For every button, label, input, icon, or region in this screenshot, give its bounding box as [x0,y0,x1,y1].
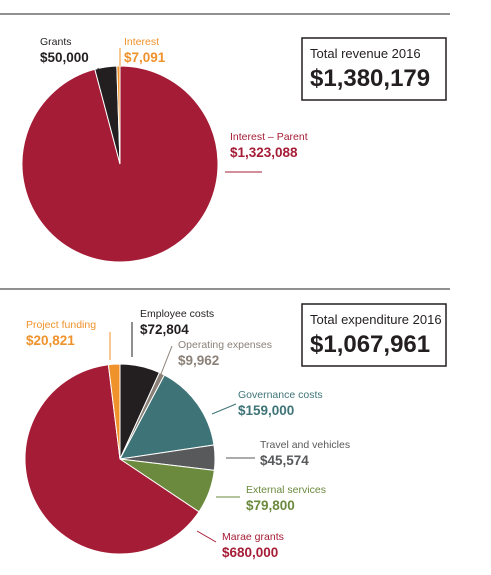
slice-value: $9,962 [178,353,219,368]
slice-value: $45,574 [260,453,309,468]
slice-name: Marae grants [222,531,284,543]
pie-slice [119,374,215,460]
slice-name: Grants [40,36,72,48]
slice-name: Interest [124,36,159,48]
pie-slice [24,364,200,555]
total-title: Total revenue 2016 [310,46,421,61]
total-value: $1,380,179 [310,65,430,92]
slice-name: Project funding [26,319,96,331]
slice-name: Travel and vehicles [260,439,350,451]
pie-slice [107,363,121,460]
total-box [301,303,447,367]
slice-value: $159,000 [238,403,294,418]
total-title: Total expenditure 2016 [310,312,442,327]
slice-value: $7,091 [124,50,166,65]
slice-name: Interest – Parent [230,131,308,143]
slice-value: $72,804 [140,322,189,337]
slice-value: $20,821 [26,333,75,348]
slice-name: Governance costs [238,389,323,401]
leader-line [160,345,173,375]
slice-name: Operating expenses [178,339,272,351]
leader-line [196,530,217,543]
slice-value: $1,323,088 [230,145,298,160]
slice-value: $50,000 [40,50,89,65]
slice-value: $680,000 [222,545,278,560]
slice-name: Employee costs [140,308,214,320]
leader-line [211,403,237,415]
leader-line [97,67,101,79]
total-value: $1,067,961 [310,331,430,358]
total-box [301,37,447,101]
slice-value: $79,800 [246,498,295,513]
slice-name: External services [246,484,326,496]
